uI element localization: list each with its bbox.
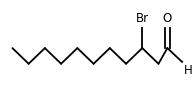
Text: Br: Br [136,12,149,25]
Text: O: O [163,12,172,25]
Text: H: H [184,64,192,77]
